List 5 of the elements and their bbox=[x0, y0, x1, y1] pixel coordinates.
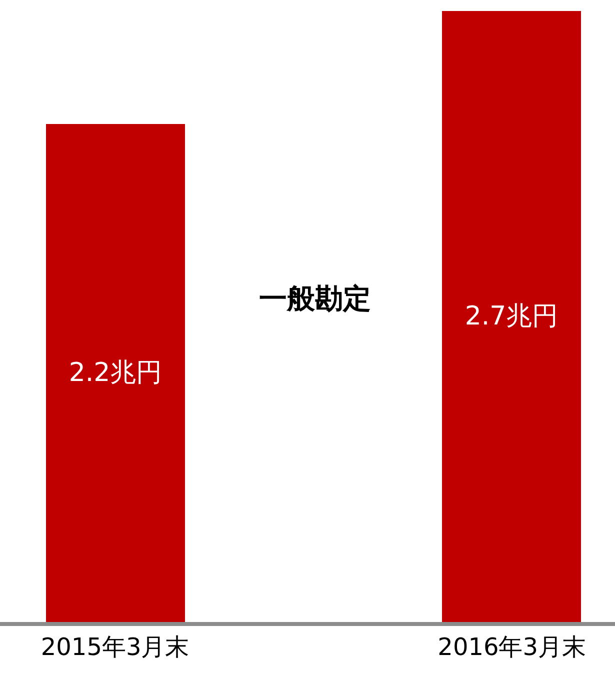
x-tick-label: 2016年3月末 bbox=[438, 632, 586, 661]
data-label: 2.2兆円 bbox=[68, 358, 162, 388]
x-tick-label: 2015年3月末 bbox=[40, 632, 190, 661]
annotation: 一般勘定 bbox=[259, 282, 371, 315]
data-label: 2.7兆円 bbox=[464, 302, 558, 332]
